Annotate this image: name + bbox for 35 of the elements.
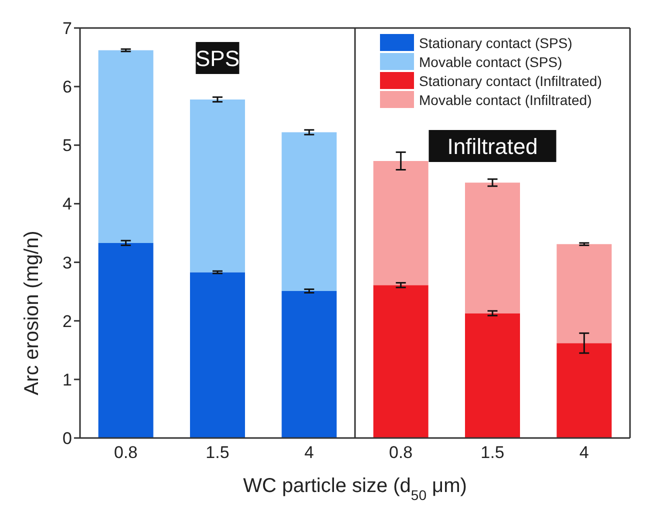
y-axis-title: Arc erosion (mg/n) [21, 230, 44, 396]
bar [282, 132, 337, 291]
legend-label: Movable contact (Infiltrated) [419, 92, 592, 108]
legend-label: Stationary contact (SPS) [419, 35, 572, 51]
x-tick-label: 0.8 [114, 443, 138, 462]
bar [373, 160, 428, 286]
y-tick-label: 7 [62, 19, 72, 38]
y-tick-label: 0 [62, 429, 72, 448]
bar [556, 244, 612, 344]
legend-label: Stationary contact (Infiltrated) [419, 73, 602, 89]
y-tick-label: 5 [62, 136, 72, 156]
y-tick-label: 4 [62, 194, 72, 214]
bar [465, 182, 520, 314]
bar [465, 313, 520, 438]
bar [98, 50, 154, 243]
bar [373, 285, 428, 438]
x-tick-label: 1.5 [206, 443, 230, 462]
bar [98, 242, 154, 438]
panel-label: SPS [195, 42, 240, 74]
bar [556, 343, 612, 438]
x-tick-label: 4 [304, 443, 314, 462]
bar [190, 272, 245, 438]
x-tick-label: 1.5 [480, 443, 504, 462]
bar [282, 290, 337, 438]
panel-label: Infiltrated [428, 130, 556, 162]
y-tick-label: 6 [62, 78, 72, 97]
y-tick-label: 1 [62, 370, 72, 390]
x-tick-label: 0.8 [389, 443, 413, 462]
bar [190, 99, 245, 272]
y-tick-label: 2 [62, 312, 72, 331]
x-tick-label: 4 [579, 443, 589, 462]
legend-label: Movable contact (SPS) [419, 54, 562, 70]
y-tick-label: 3 [62, 253, 72, 272]
x-axis-title: WC particle size (d$_{50}$ μm) [243, 475, 467, 503]
annotation: Infiltrated [447, 134, 538, 159]
